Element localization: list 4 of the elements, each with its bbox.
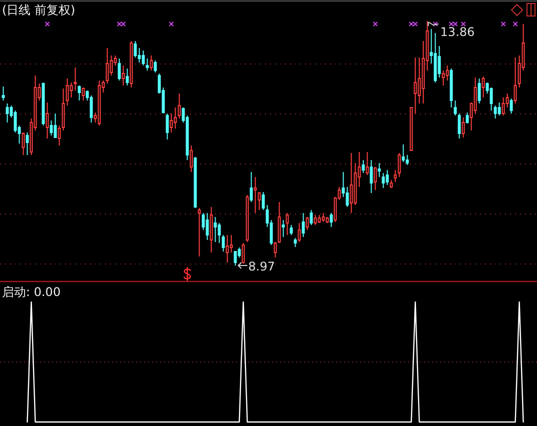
title: (日线 前复权) xyxy=(2,3,76,17)
title: 启动: 0.00 xyxy=(2,285,61,299)
annotation: 8.97 xyxy=(248,260,276,274)
annotation: 13.86 xyxy=(440,25,475,39)
